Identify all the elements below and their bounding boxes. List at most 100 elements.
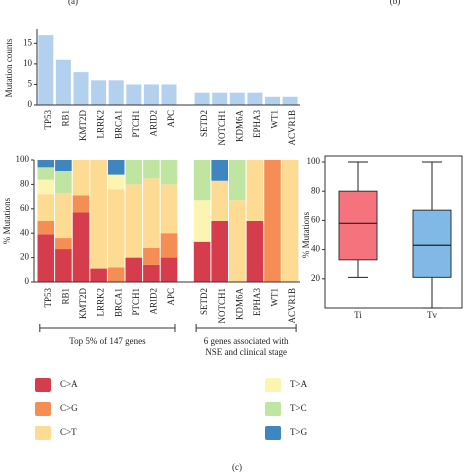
y-axis-label: Mutation counts <box>4 38 14 97</box>
legend-swatch <box>265 426 281 440</box>
legend-swatch <box>35 378 51 392</box>
bar <box>126 84 142 105</box>
bar <box>91 80 107 105</box>
bar-segment <box>37 179 55 195</box>
x-tick-label: Ti <box>354 310 362 320</box>
bar-segment <box>160 233 178 258</box>
x-tick-label: RB1 <box>60 110 70 127</box>
x-tick-label: APC <box>166 288 176 306</box>
bar-segment <box>143 247 160 265</box>
y-tick-label: 80 <box>311 185 321 195</box>
y-tick-label: 15 <box>23 37 33 47</box>
bar <box>143 84 159 105</box>
y-tick-label: 80 <box>20 178 30 188</box>
bar-segment <box>55 238 72 250</box>
bar-segment <box>37 194 55 221</box>
y-tick-label: 20 <box>20 252 30 262</box>
y-tick-label: 60 <box>311 214 321 224</box>
bar-segment <box>55 160 72 171</box>
bar-segment <box>143 160 160 179</box>
bar-segment <box>246 160 264 221</box>
y-tick-label: 5 <box>28 79 33 89</box>
x-tick-label: BRCA1 <box>113 288 123 317</box>
bar-segment <box>37 160 55 168</box>
bar-segment <box>211 221 228 282</box>
x-tick-label: KMT2D <box>78 288 88 319</box>
y-tick-label: 60 <box>20 203 30 213</box>
bar <box>212 92 228 105</box>
panel-label: (a) <box>68 0 78 6</box>
bar-segment <box>264 160 281 282</box>
bar <box>55 59 71 105</box>
box <box>412 209 452 278</box>
x-tick-label: ARID2 <box>148 288 158 315</box>
bar-segment <box>107 174 125 190</box>
legend-label: C>T <box>60 427 77 437</box>
bar-segment <box>55 192 72 239</box>
bar <box>194 92 210 105</box>
legend-swatch <box>35 426 51 440</box>
x-tick-label: WT1 <box>270 288 280 307</box>
x-tick-label: ACVR1B <box>287 110 297 146</box>
bar-segment <box>143 264 160 282</box>
group-label: Top 5% of 147 genes <box>69 336 146 346</box>
y-tick-label: 0 <box>25 276 30 286</box>
box <box>338 190 378 261</box>
y-tick-label: 0 <box>28 99 33 109</box>
group-label: NSE and clinical stage <box>205 347 287 357</box>
bar-segment <box>211 180 228 221</box>
legend-label: C>A <box>60 379 78 389</box>
bar <box>247 92 263 105</box>
bar-segment <box>72 195 90 213</box>
legend-label: T>G <box>290 427 308 437</box>
x-tick-label: Tv <box>427 310 437 320</box>
y-tick-label: 10 <box>23 58 33 68</box>
y-tick-label: 20 <box>311 273 321 283</box>
x-tick-label: TP53 <box>43 288 53 308</box>
bar-segment <box>193 200 211 242</box>
bar-segment <box>193 160 211 201</box>
bar-segment <box>193 241 211 282</box>
bar-segment <box>72 212 90 282</box>
bar-segment <box>72 160 90 196</box>
bar-segment <box>55 249 72 282</box>
x-tick-label: KDM6A <box>234 110 244 143</box>
legend-swatch <box>35 402 51 416</box>
bar-segment <box>55 170 72 193</box>
panel-label: (b) <box>390 0 401 6</box>
bar <box>38 35 54 105</box>
y-tick-label: 40 <box>20 227 30 237</box>
bar-segment <box>160 257 178 282</box>
x-tick-label: TP53 <box>43 110 53 130</box>
y-tick-label: 100 <box>16 154 30 164</box>
bar-segment <box>125 184 143 258</box>
bar-segment <box>90 160 107 269</box>
legend-swatch <box>265 378 281 392</box>
x-tick-label: LRRK2 <box>96 110 106 139</box>
bar-segment <box>125 257 143 282</box>
x-tick-label: BRCA1 <box>113 110 123 139</box>
bar <box>265 96 280 105</box>
x-tick-label: KMT2D <box>78 110 88 141</box>
bar-segment <box>90 268 107 282</box>
bar <box>229 92 245 105</box>
x-tick-label: SETD2 <box>199 288 209 315</box>
bar-segment <box>281 160 299 282</box>
x-tick-label: PTCH1 <box>131 288 141 316</box>
bar-segment <box>37 221 55 235</box>
bar-segment <box>37 234 55 282</box>
bar <box>73 72 89 105</box>
x-tick-label: ARID2 <box>148 110 158 137</box>
bar-segment <box>143 178 160 248</box>
bar-segment <box>160 160 178 185</box>
group-label: 6 genes associated with <box>204 336 289 346</box>
y-axis-label: % Mutations <box>2 197 12 244</box>
x-tick-label: SETD2 <box>199 110 209 137</box>
x-tick-label: WT1 <box>270 110 280 129</box>
bar-segment <box>160 184 178 234</box>
legend-label: T>C <box>290 403 307 413</box>
bar-segment <box>125 160 143 185</box>
plot-frame <box>324 155 463 309</box>
bar-segment <box>107 267 125 282</box>
bar <box>161 84 177 105</box>
